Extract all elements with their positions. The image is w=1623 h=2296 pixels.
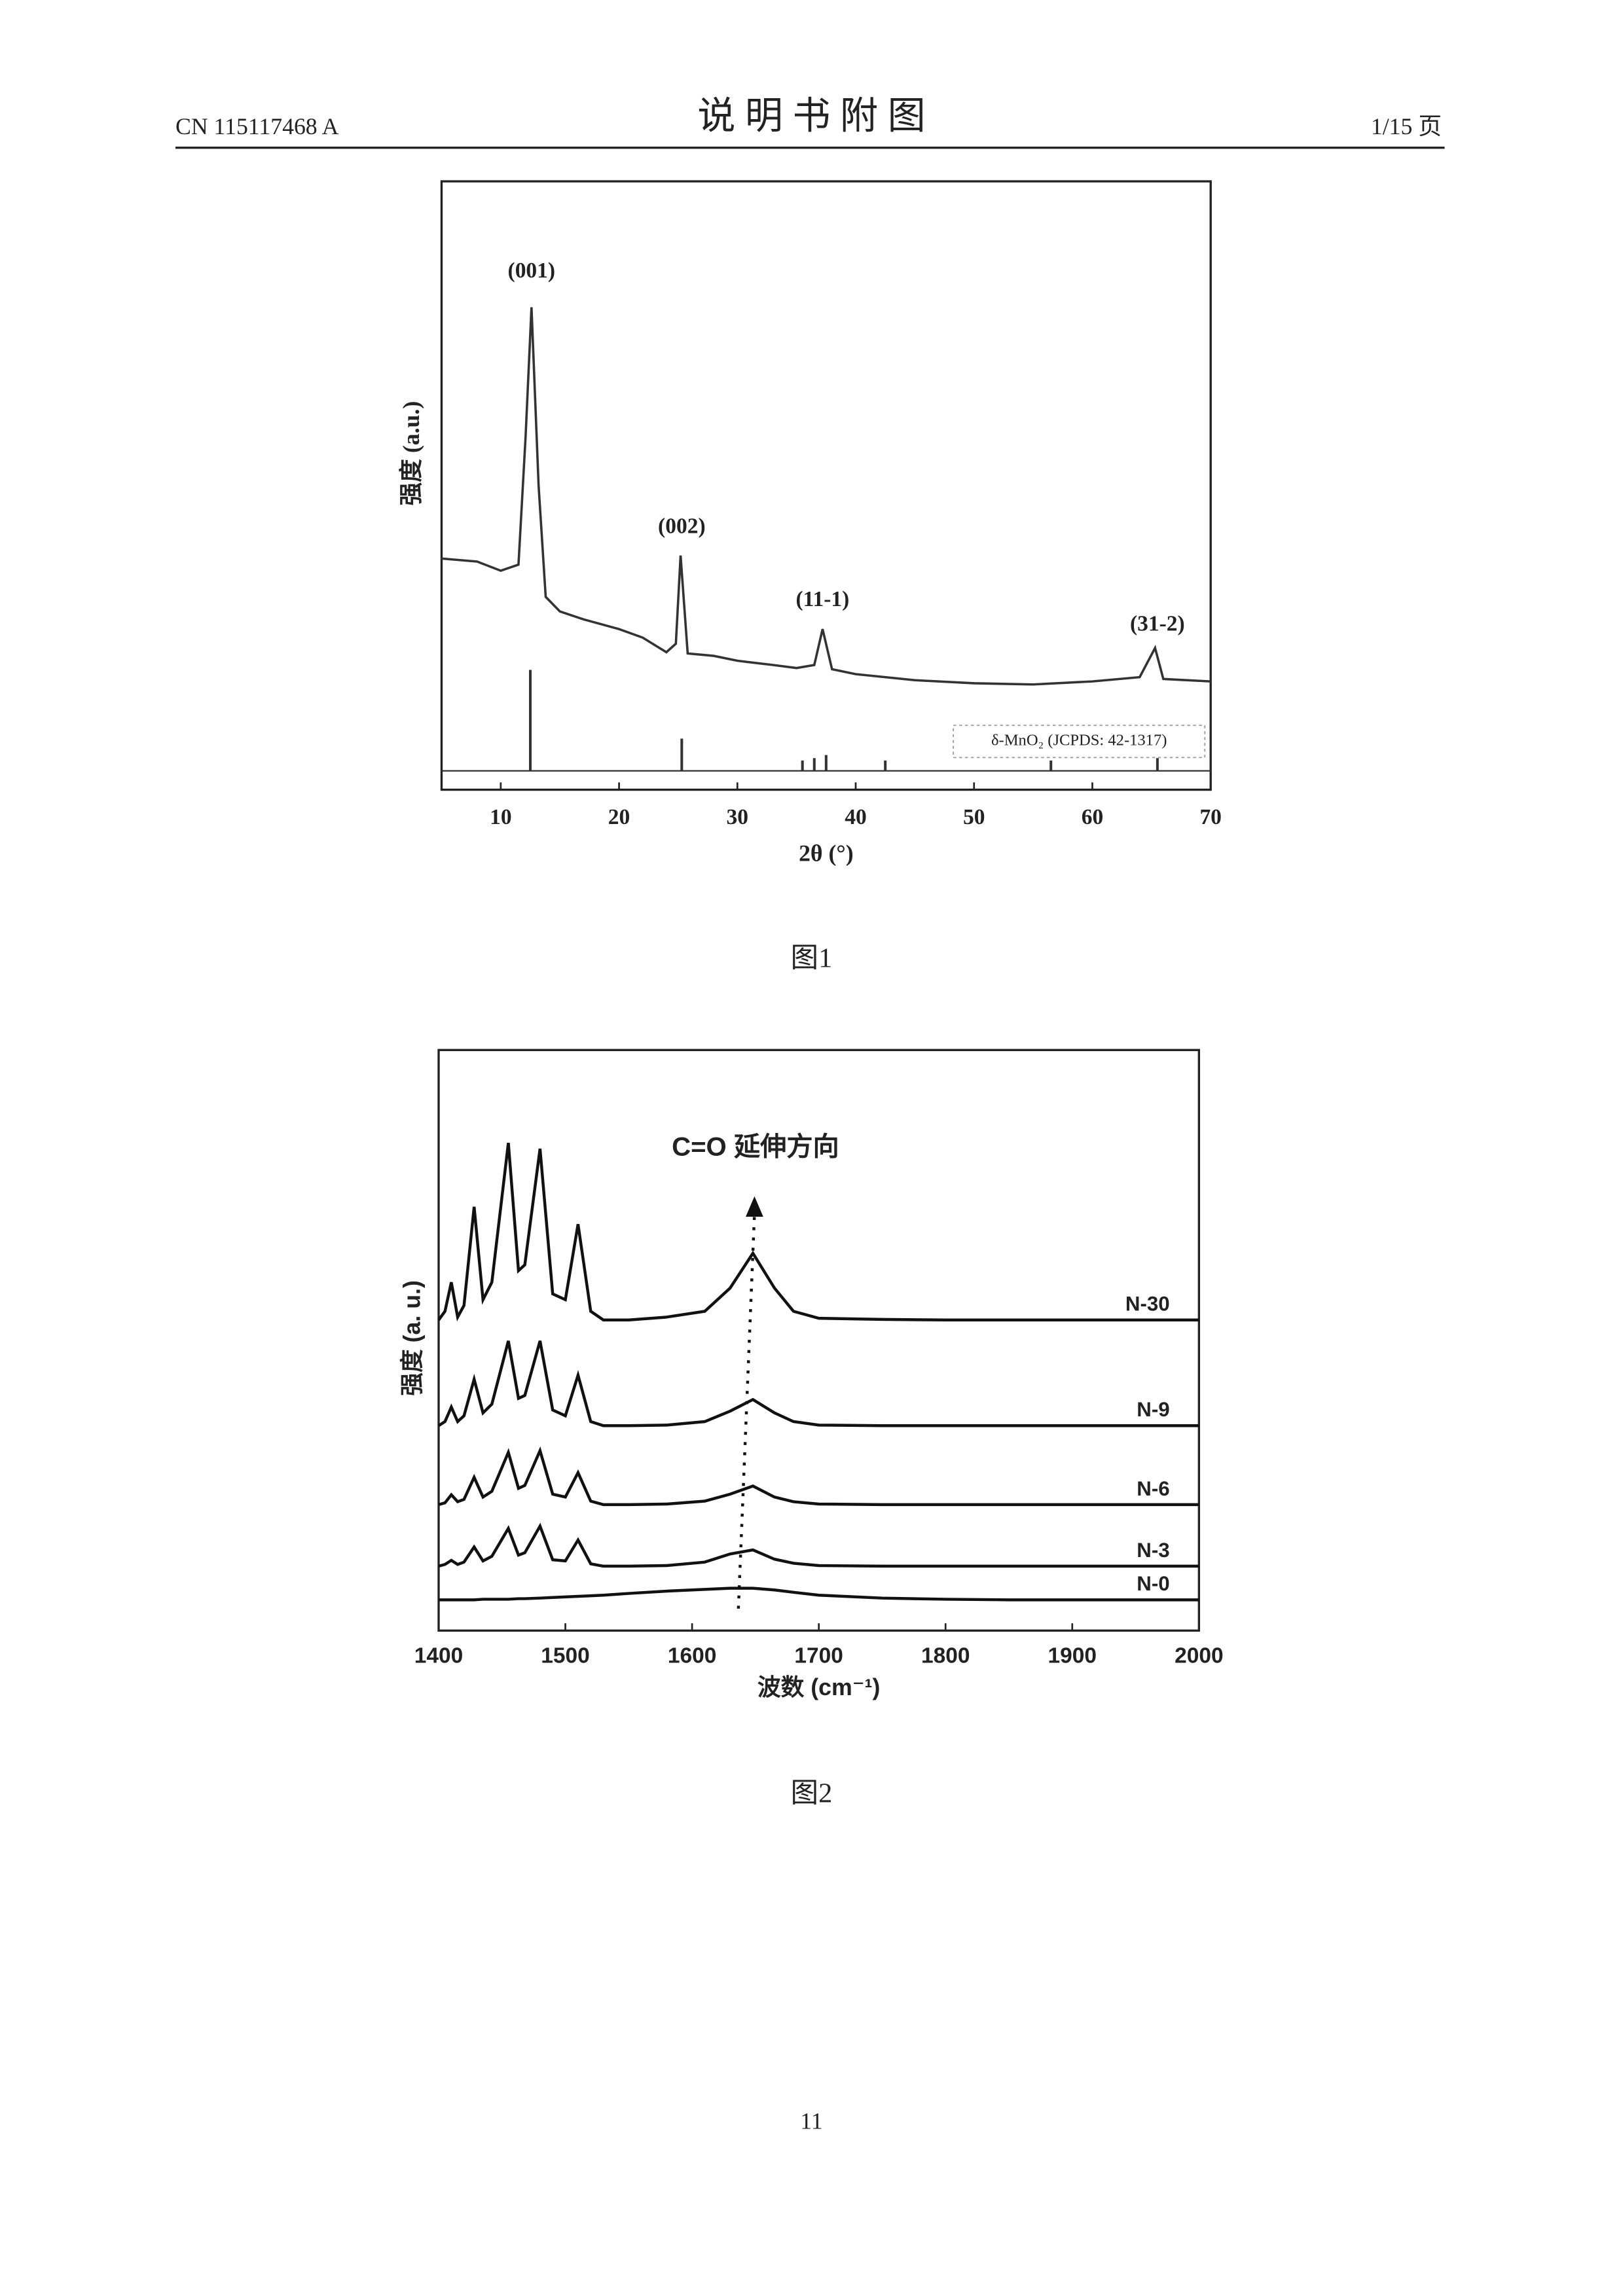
- annotation: C=O 延伸方向: [672, 1132, 839, 1162]
- x-axis-label: 波数 (cm⁻¹): [757, 1674, 881, 1700]
- caption: 图1: [791, 943, 833, 974]
- y-axis-label: 强度 (a. u.): [399, 1280, 425, 1396]
- annotation: (002): [658, 514, 706, 539]
- x-tick-label: 1600: [668, 1643, 717, 1668]
- x-tick-label: 1500: [541, 1643, 590, 1668]
- series-line: [439, 1587, 1199, 1602]
- x-tick-label: 50: [963, 805, 985, 829]
- series-line: [438, 1522, 1199, 1568]
- arrow-head: [746, 1196, 763, 1217]
- annotation: (31-2): [1130, 611, 1185, 636]
- page-number: 11: [800, 2108, 822, 2134]
- legend-box: [953, 725, 1206, 759]
- x-tick-label: 60: [1082, 805, 1103, 829]
- x-tick-label: 40: [845, 805, 866, 829]
- series-label: N-6: [1137, 1477, 1169, 1500]
- series-label: N-9: [1137, 1398, 1169, 1421]
- x-tick-label: 10: [490, 805, 511, 829]
- x-tick-label: 20: [608, 805, 630, 829]
- direction-arrow: [737, 1213, 756, 1609]
- page-info: 1/15 页: [1371, 113, 1442, 139]
- annotation: (11-1): [795, 587, 849, 611]
- x-axis-label: 2θ (°): [799, 840, 854, 866]
- x-tick-label: 1800: [921, 1643, 970, 1668]
- plot-frame: [440, 180, 1212, 791]
- x-tick-label: 2000: [1175, 1643, 1224, 1668]
- annotation: (001): [508, 259, 556, 283]
- series-line: [438, 1446, 1199, 1507]
- doc-number: CN 115117468 A: [175, 113, 339, 139]
- x-tick-label: 1900: [1048, 1643, 1097, 1668]
- series-line: [441, 307, 1211, 686]
- x-tick-label: 1400: [414, 1643, 464, 1668]
- series-label: N-0: [1137, 1572, 1169, 1595]
- series-line: [437, 1142, 1199, 1322]
- x-tick-label: 70: [1199, 805, 1221, 829]
- y-axis-label: 强度 (a.u.): [398, 401, 424, 506]
- caption: 图2: [791, 1778, 833, 1809]
- page-title: 说 明 书 附 图: [697, 95, 925, 137]
- series-label: N-3: [1137, 1539, 1169, 1562]
- x-tick-label: 30: [727, 805, 748, 829]
- x-tick-label: 1700: [794, 1643, 843, 1668]
- legend-entry: δ-MnO₂ (JCPDS: 42-1317): [991, 731, 1167, 749]
- series-label: N-30: [1125, 1293, 1170, 1316]
- series-line: [437, 1340, 1199, 1427]
